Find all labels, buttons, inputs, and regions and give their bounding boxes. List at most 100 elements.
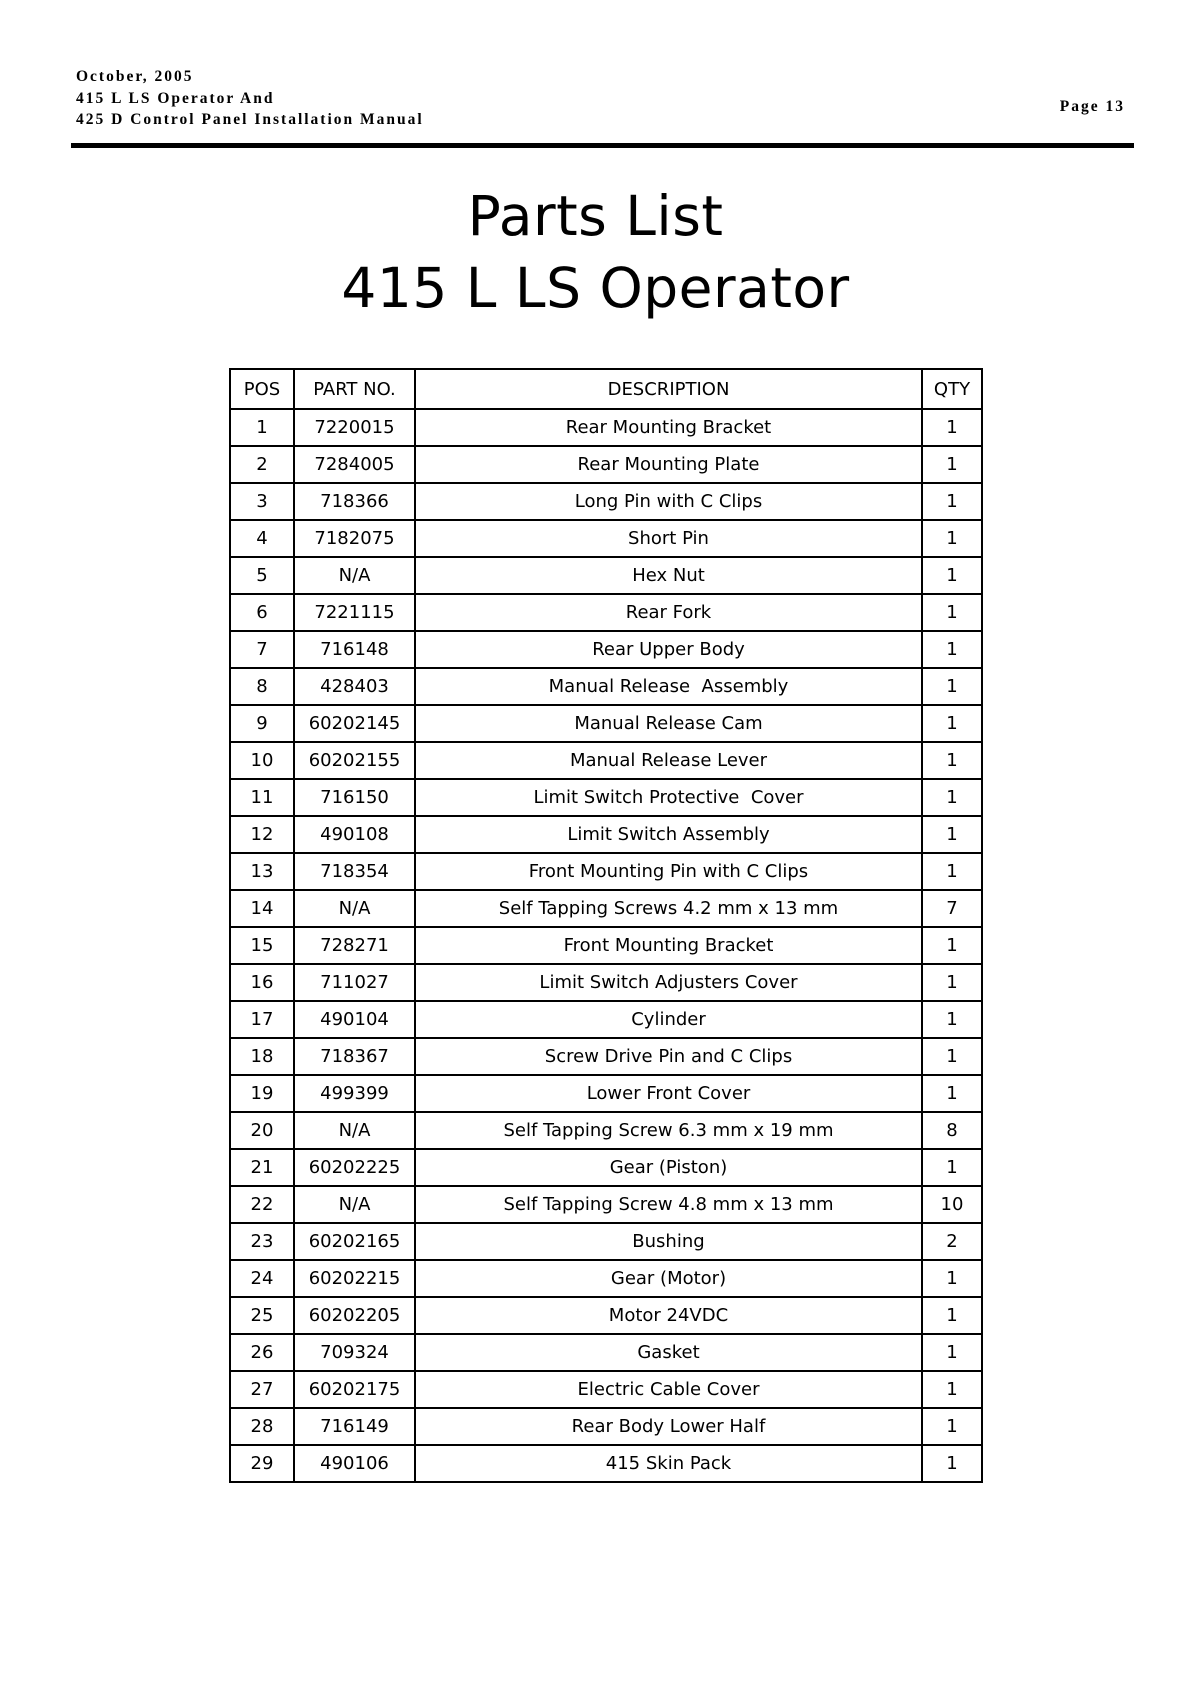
cell-part-no: N/A bbox=[293, 1185, 416, 1224]
title-line2: 415 L LS Operator bbox=[341, 256, 850, 320]
cell-description: Cylinder bbox=[414, 1000, 923, 1039]
cell-description: Rear Upper Body bbox=[414, 630, 923, 669]
cell-description: Hex Nut bbox=[414, 556, 923, 595]
cell-pos: 26 bbox=[229, 1333, 295, 1372]
cell-pos: 29 bbox=[229, 1444, 295, 1483]
cell-qty: 10 bbox=[921, 1185, 983, 1224]
cell-pos: 6 bbox=[229, 593, 295, 632]
cell-part-no: 60202175 bbox=[293, 1370, 416, 1409]
cell-qty: 1 bbox=[921, 1148, 983, 1187]
cell-description: Limit Switch Protective Cover bbox=[414, 778, 923, 817]
cell-part-no: 728271 bbox=[293, 926, 416, 965]
column-header-pos: POS bbox=[229, 368, 295, 410]
cell-qty: 7 bbox=[921, 889, 983, 928]
table-row: 26 709324 Gasket 1 bbox=[229, 1333, 983, 1372]
title-line1: Parts List bbox=[467, 184, 724, 248]
cell-qty: 1 bbox=[921, 1037, 983, 1076]
cell-qty: 1 bbox=[921, 778, 983, 817]
table-row: 17 490104 Cylinder 1 bbox=[229, 1000, 983, 1039]
cell-description: 415 Skin Pack bbox=[414, 1444, 923, 1483]
cell-description: Manual Release Lever bbox=[414, 741, 923, 780]
header-rule bbox=[71, 143, 1134, 148]
cell-part-no: 60202165 bbox=[293, 1222, 416, 1261]
cell-qty: 1 bbox=[921, 1333, 983, 1372]
cell-qty: 1 bbox=[921, 1259, 983, 1298]
table-row: 15 728271 Front Mounting Bracket 1 bbox=[229, 926, 983, 965]
cell-description: Rear Body Lower Half bbox=[414, 1407, 923, 1446]
cell-pos: 15 bbox=[229, 926, 295, 965]
table-row: 3 718366 Long Pin with C Clips 1 bbox=[229, 482, 983, 521]
cell-pos: 12 bbox=[229, 815, 295, 854]
cell-part-no: 718366 bbox=[293, 482, 416, 521]
table-row: 9 60202145 Manual Release Cam 1 bbox=[229, 704, 983, 743]
cell-part-no: N/A bbox=[293, 1111, 416, 1150]
cell-description: Limit Switch Assembly bbox=[414, 815, 923, 854]
cell-qty: 1 bbox=[921, 815, 983, 854]
cell-part-no: N/A bbox=[293, 889, 416, 928]
cell-description: Limit Switch Adjusters Cover bbox=[414, 963, 923, 1002]
cell-pos: 11 bbox=[229, 778, 295, 817]
cell-qty: 1 bbox=[921, 408, 983, 447]
cell-part-no: 711027 bbox=[293, 963, 416, 1002]
cell-description: Self Tapping Screws 4.2 mm x 13 mm bbox=[414, 889, 923, 928]
cell-qty: 1 bbox=[921, 1407, 983, 1446]
cell-part-no: 60202145 bbox=[293, 704, 416, 743]
cell-pos: 10 bbox=[229, 741, 295, 780]
table-row: 22 N/A Self Tapping Screw 4.8 mm x 13 mm 10 bbox=[229, 1185, 983, 1224]
page-number: Page 13 bbox=[1059, 98, 1125, 115]
cell-pos: 16 bbox=[229, 963, 295, 1002]
cell-description: Bushing bbox=[414, 1222, 923, 1261]
cell-part-no: 490108 bbox=[293, 815, 416, 854]
cell-description: Short Pin bbox=[414, 519, 923, 558]
cell-qty: 1 bbox=[921, 593, 983, 632]
table-row: 19 499399 Lower Front Cover 1 bbox=[229, 1074, 983, 1113]
cell-description: Screw Drive Pin and C Clips bbox=[414, 1037, 923, 1076]
parts-table: POS PART NO. DESCRIPTION QTY 1 7220015 Rea… bbox=[229, 368, 983, 1483]
cell-part-no: 716150 bbox=[293, 778, 416, 817]
cell-description: Electric Cable Cover bbox=[414, 1370, 923, 1409]
cell-part-no: 60202205 bbox=[293, 1296, 416, 1335]
table-row: 20 N/A Self Tapping Screw 6.3 mm x 19 mm 8 bbox=[229, 1111, 983, 1150]
cell-description: Gear (Motor) bbox=[414, 1259, 923, 1298]
table-row: 28 716149 Rear Body Lower Half 1 bbox=[229, 1407, 983, 1446]
table-row: 2 7284005 Rear Mounting Plate 1 bbox=[229, 445, 983, 484]
cell-part-no: 7284005 bbox=[293, 445, 416, 484]
table-row: 29 490106 415 Skin Pack 1 bbox=[229, 1444, 983, 1483]
table-row: 16 711027 Limit Switch Adjusters Cover 1 bbox=[229, 963, 983, 1002]
cell-pos: 27 bbox=[229, 1370, 295, 1409]
cell-description: Rear Mounting Plate bbox=[414, 445, 923, 484]
cell-qty: 1 bbox=[921, 704, 983, 743]
cell-pos: 23 bbox=[229, 1222, 295, 1261]
cell-part-no: 716148 bbox=[293, 630, 416, 669]
cell-qty: 1 bbox=[921, 445, 983, 484]
cell-description: Manual Release Cam bbox=[414, 704, 923, 743]
cell-part-no: 7182075 bbox=[293, 519, 416, 558]
cell-description: Self Tapping Screw 4.8 mm x 13 mm bbox=[414, 1185, 923, 1224]
cell-qty: 1 bbox=[921, 1000, 983, 1039]
page-title: Parts List 415 L LS Operator bbox=[0, 180, 1191, 324]
cell-pos: 5 bbox=[229, 556, 295, 595]
table-row: 18 718367 Screw Drive Pin and C Clips 1 bbox=[229, 1037, 983, 1076]
cell-description: Gear (Piston) bbox=[414, 1148, 923, 1187]
cell-qty: 1 bbox=[921, 667, 983, 706]
cell-pos: 4 bbox=[229, 519, 295, 558]
cell-qty: 1 bbox=[921, 1370, 983, 1409]
cell-pos: 8 bbox=[229, 667, 295, 706]
table-row: 23 60202165 Bushing 2 bbox=[229, 1222, 983, 1261]
cell-qty: 1 bbox=[921, 1444, 983, 1483]
cell-pos: 13 bbox=[229, 852, 295, 891]
cell-part-no: 718367 bbox=[293, 1037, 416, 1076]
table-row: 25 60202205 Motor 24VDC 1 bbox=[229, 1296, 983, 1335]
cell-pos: 24 bbox=[229, 1259, 295, 1298]
header-title-line1: 415 L LS Operator And bbox=[76, 89, 275, 107]
cell-description: Front Mounting Bracket bbox=[414, 926, 923, 965]
cell-part-no: 428403 bbox=[293, 667, 416, 706]
cell-description: Front Mounting Pin with C Clips bbox=[414, 852, 923, 891]
cell-pos: 22 bbox=[229, 1185, 295, 1224]
cell-qty: 8 bbox=[921, 1111, 983, 1150]
cell-description: Rear Fork bbox=[414, 593, 923, 632]
cell-qty: 1 bbox=[921, 1296, 983, 1335]
cell-qty: 1 bbox=[921, 926, 983, 965]
cell-part-no: 7220015 bbox=[293, 408, 416, 447]
table-row: 5 N/A Hex Nut 1 bbox=[229, 556, 983, 595]
